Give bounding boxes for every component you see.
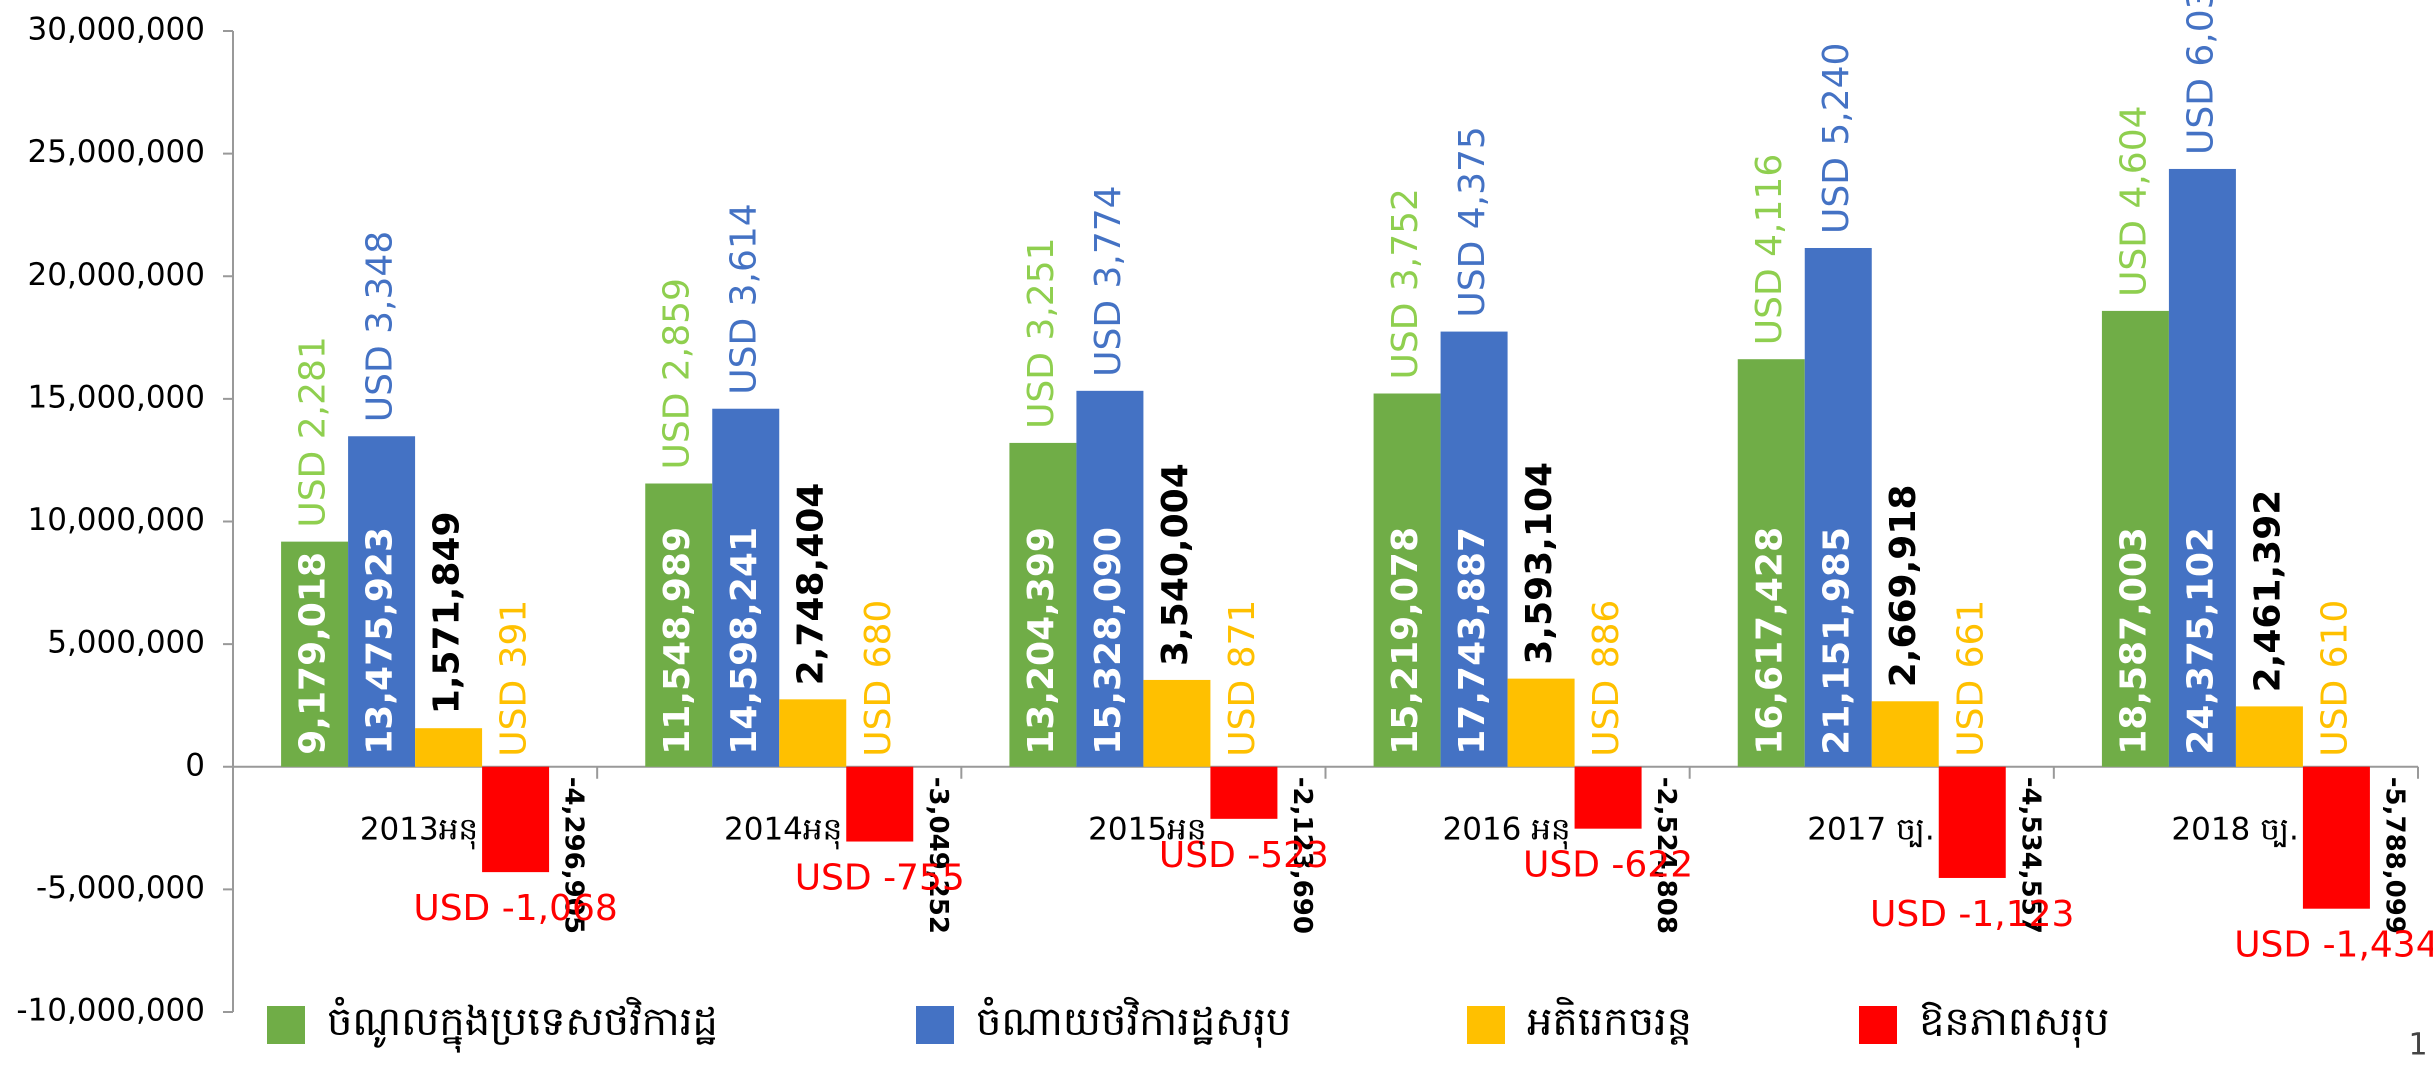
usd-label: USD 3,348 (360, 231, 401, 422)
y-tick-label: 10,000,000 (28, 502, 206, 538)
page-number: 1 (2408, 1028, 2427, 1063)
y-tick-label: 20,000,000 (28, 257, 206, 293)
value-label: 18,587,003 (2113, 527, 2154, 755)
value-label: 2,669,918 (1883, 485, 1924, 688)
bar (482, 766, 550, 873)
legend-swatch (1467, 1006, 1505, 1044)
value-label: -2,524,808 (1651, 777, 1681, 934)
value-label: 15,328,090 (1088, 527, 1129, 755)
x-tick-label: 2016 អនុ (1442, 811, 1570, 849)
usd-label: USD 2,281 (293, 336, 334, 527)
usd-label: USD -1,123 (1870, 894, 2074, 935)
legend-swatch (916, 1006, 954, 1044)
y-tick-label: -5,000,000 (36, 870, 205, 906)
usd-label: USD 3,251 (1021, 237, 1062, 428)
y-tick-label: 30,000,000 (28, 12, 206, 48)
y-tick-label: 0 (185, 747, 205, 783)
bar (1871, 701, 1939, 767)
usd-label: USD 2,859 (657, 278, 698, 469)
usd-label: USD 661 (1950, 600, 1991, 757)
usd-label: USD 3,774 (1088, 185, 1129, 376)
bar (1938, 766, 2006, 878)
value-label: 3,593,104 (1519, 462, 1560, 665)
bar (846, 766, 914, 842)
usd-label: USD 3,752 (1385, 188, 1426, 379)
bar (2235, 706, 2303, 767)
value-label: 17,743,887 (1452, 527, 1493, 755)
bar (1440, 331, 1508, 767)
bar (1507, 678, 1575, 767)
y-tick-label: 15,000,000 (28, 379, 206, 415)
x-tick-label: 2015អនុ (1088, 811, 1206, 849)
usd-label: USD -755 (795, 858, 965, 899)
value-label: -4,534,557 (2015, 777, 2045, 934)
legend-label: ចំណាយថវិការដ្ឋសរុប (976, 996, 1291, 1048)
value-label: 1,571,849 (427, 511, 468, 714)
usd-label: USD 680 (858, 600, 899, 757)
value-label: 13,204,399 (1021, 527, 1062, 755)
legend-label: ឱនភាពសរុប (1919, 999, 2109, 1048)
legend-label: អតិរេកចរន្ត (1527, 996, 1692, 1045)
value-label: -4,296,905 (559, 777, 589, 934)
usd-label: USD 4,116 (1749, 154, 1790, 345)
legend-swatch (267, 1006, 305, 1044)
legend-swatch (1859, 1006, 1897, 1044)
usd-label: USD 886 (1586, 600, 1627, 757)
value-label: 3,540,004 (1155, 463, 1196, 666)
value-label: -3,049,252 (923, 777, 953, 934)
value-label: 21,151,985 (1816, 527, 1857, 755)
value-label: 2,748,404 (791, 483, 832, 686)
bar (415, 728, 483, 767)
value-label: 14,598,241 (724, 527, 765, 755)
usd-label: USD 610 (2314, 600, 2355, 757)
bar (348, 436, 416, 767)
y-tick-label: -10,000,000 (16, 993, 205, 1029)
bar (712, 408, 780, 767)
y-tick-label: 25,000,000 (28, 134, 206, 170)
x-tick-label: 2013អនុ (360, 811, 478, 849)
legend-label: ចំណូលក្នុងប្រទេសថវិការដ្ឋ (327, 996, 718, 1053)
bar (1373, 393, 1441, 767)
usd-label: USD -1,434 (2234, 925, 2433, 966)
usd-label: USD 391 (494, 600, 535, 757)
bar (1574, 766, 1642, 829)
bar (1804, 247, 1872, 767)
value-label: 11,548,989 (657, 527, 698, 755)
usd-label: USD 871 (1222, 600, 1263, 757)
usd-label: USD -523 (1159, 835, 1329, 876)
bar (2168, 168, 2236, 767)
bar (779, 699, 847, 767)
usd-label: USD 6,038 (2180, 0, 2221, 155)
usd-label: USD -1,068 (413, 888, 617, 929)
usd-label: USD 4,375 (1452, 126, 1493, 317)
bar (1076, 390, 1144, 767)
value-label: 2,461,392 (2247, 490, 2288, 693)
bar (645, 483, 713, 767)
bar (2101, 310, 2169, 767)
value-label: 24,375,102 (2180, 527, 2221, 755)
x-tick-label: 2014អនុ (724, 811, 842, 849)
x-tick-label: 2017 ច្ប. (1807, 811, 1935, 847)
value-label: 15,219,078 (1385, 527, 1426, 755)
bar (2302, 766, 2370, 909)
y-tick-label: 5,000,000 (47, 625, 205, 661)
value-label: -2,123,690 (1287, 777, 1317, 934)
usd-label: USD 4,604 (2113, 105, 2154, 296)
x-tick-label: 2018 ច្ប. (2171, 811, 2299, 847)
value-label: 9,179,018 (293, 552, 334, 755)
bar (1737, 359, 1805, 767)
usd-label: USD 3,614 (724, 203, 765, 394)
usd-label: USD 5,240 (1816, 43, 1857, 234)
bar (1009, 442, 1077, 767)
value-label: 16,617,428 (1749, 527, 1790, 755)
value-label: 13,475,923 (360, 527, 401, 755)
bar (1143, 679, 1211, 767)
usd-label: USD -622 (1523, 845, 1693, 886)
bar (1210, 766, 1278, 819)
value-label: -5,788,099 (2379, 777, 2409, 934)
bar (281, 541, 349, 767)
